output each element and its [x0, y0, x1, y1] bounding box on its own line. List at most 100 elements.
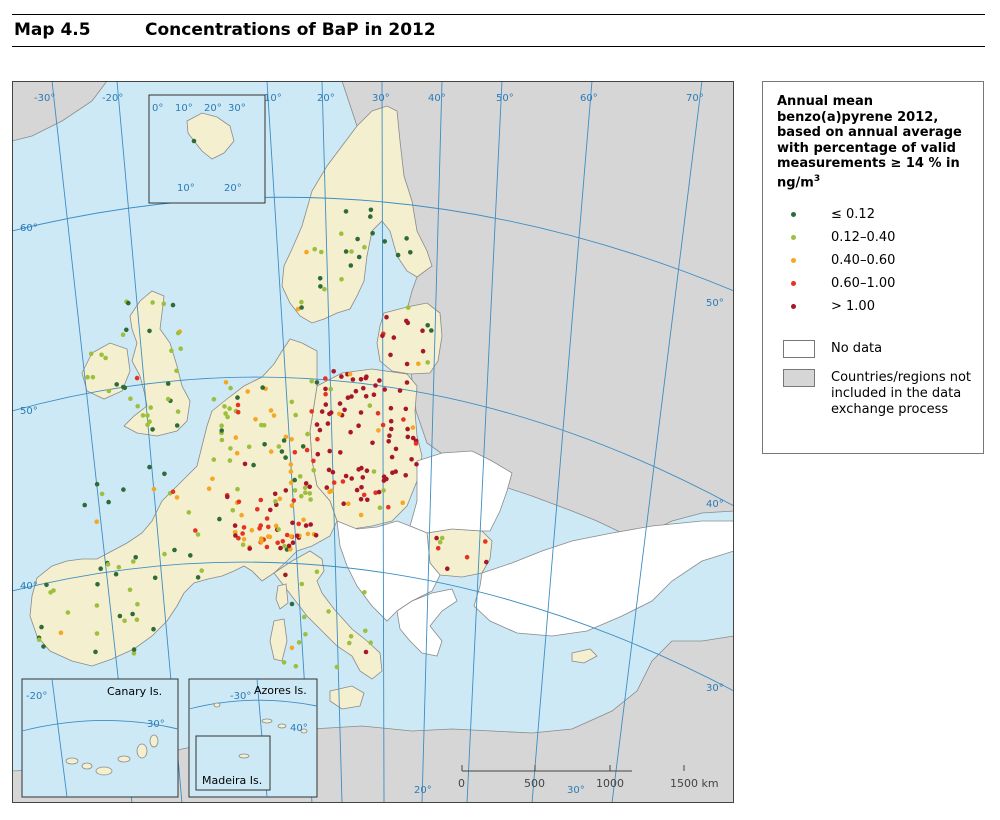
station-dot: [414, 462, 419, 467]
station-dot: [284, 532, 290, 538]
station-dot: [389, 454, 395, 460]
station-dot: [315, 436, 320, 442]
legend-dot: [791, 304, 796, 309]
station-dot: [195, 575, 201, 580]
station-dot: [403, 473, 409, 478]
station-dot: [266, 524, 271, 530]
station-dot: [51, 588, 56, 593]
scale-label: 0: [458, 777, 465, 790]
inset-label: 30°: [228, 103, 246, 114]
station-dot: [236, 535, 241, 541]
station-dot: [283, 488, 289, 493]
station-dot: [151, 486, 157, 492]
station-dot: [323, 376, 328, 381]
station-dot: [381, 488, 386, 493]
station-dot: [341, 501, 347, 507]
station-dot: [195, 532, 201, 537]
station-dot: [377, 378, 382, 383]
station-dot: [90, 374, 96, 380]
station-dot: [259, 539, 264, 544]
legend-item: 0.12–0.40: [763, 229, 983, 247]
station-dot: [483, 539, 488, 544]
station-dot: [99, 491, 105, 497]
station-dot: [232, 523, 238, 528]
legend-panel: Annual mean benzo(a)pyrene 2012, based o…: [762, 81, 984, 454]
station-dot: [356, 467, 362, 472]
station-dot: [114, 382, 119, 387]
station-dot: [264, 544, 270, 550]
station-dot: [404, 236, 409, 241]
station-dot: [382, 387, 388, 392]
station-dot: [281, 438, 287, 443]
station-dot: [312, 246, 318, 252]
station-dot: [284, 547, 290, 552]
station-dot: [273, 499, 278, 504]
station-dot: [251, 462, 256, 468]
station-dot: [126, 300, 131, 306]
inset-label: 20°: [204, 103, 222, 114]
station-dot: [233, 435, 239, 440]
station-dot: [382, 239, 388, 244]
graticule-label: 40°: [20, 581, 38, 592]
station-dot: [370, 440, 375, 446]
inset-label: -20°: [26, 691, 47, 702]
station-dot: [376, 489, 382, 495]
station-dot: [117, 613, 123, 619]
station-dot: [210, 476, 215, 482]
station-dot: [367, 403, 373, 408]
inset-label: 40°: [290, 723, 308, 734]
station-dot: [292, 477, 298, 483]
legend-label: 0.12–0.40: [831, 230, 896, 245]
station-dot: [223, 411, 228, 416]
station-dot: [228, 446, 233, 451]
station-dot: [165, 381, 171, 386]
station-dot: [416, 361, 421, 367]
station-dot: [464, 554, 470, 560]
station-dot: [233, 533, 238, 538]
inset-label: -30°: [230, 691, 251, 702]
station-dot: [58, 630, 64, 636]
graticule-label: 10°: [264, 93, 282, 104]
station-dot: [362, 244, 367, 250]
station-dot: [301, 614, 307, 620]
legend-dot: [791, 212, 796, 217]
station-dot: [93, 649, 98, 655]
graticule-label: 30°: [706, 683, 724, 694]
graticule-label: 70°: [686, 93, 704, 104]
map-frame: [12, 81, 734, 803]
scale-label: 1000: [596, 777, 624, 790]
station-dot: [174, 423, 180, 428]
station-dot: [307, 484, 313, 490]
station-dot: [223, 380, 229, 385]
station-dot: [241, 537, 247, 542]
station-dot: [390, 470, 395, 476]
station-dot: [242, 461, 248, 467]
station-dot: [150, 427, 155, 432]
station-dot: [311, 468, 317, 473]
station-dot: [395, 252, 401, 258]
station-dot: [343, 209, 349, 214]
station-dot: [343, 473, 349, 479]
station-dot: [303, 632, 308, 637]
station-dot: [358, 496, 364, 502]
station-dot: [127, 587, 133, 593]
station-dot: [161, 301, 167, 307]
graticule-label: 50°: [20, 406, 38, 417]
station-dot: [347, 371, 353, 377]
station-dot: [288, 534, 294, 539]
inset-label: 30°: [147, 719, 165, 730]
station-dot: [315, 451, 321, 457]
station-dot: [326, 467, 332, 473]
station-dot: [98, 566, 103, 571]
station-dot: [299, 305, 304, 310]
station-dot: [317, 427, 323, 433]
station-dot: [41, 644, 46, 649]
station-dot: [308, 497, 313, 502]
station-dot: [305, 531, 311, 537]
station-dot: [361, 492, 367, 498]
station-dot: [240, 531, 245, 536]
station-dot: [94, 519, 99, 524]
station-dot: [339, 374, 344, 379]
legend-item: 0.60–1.00: [763, 275, 983, 293]
station-dot: [386, 439, 392, 444]
